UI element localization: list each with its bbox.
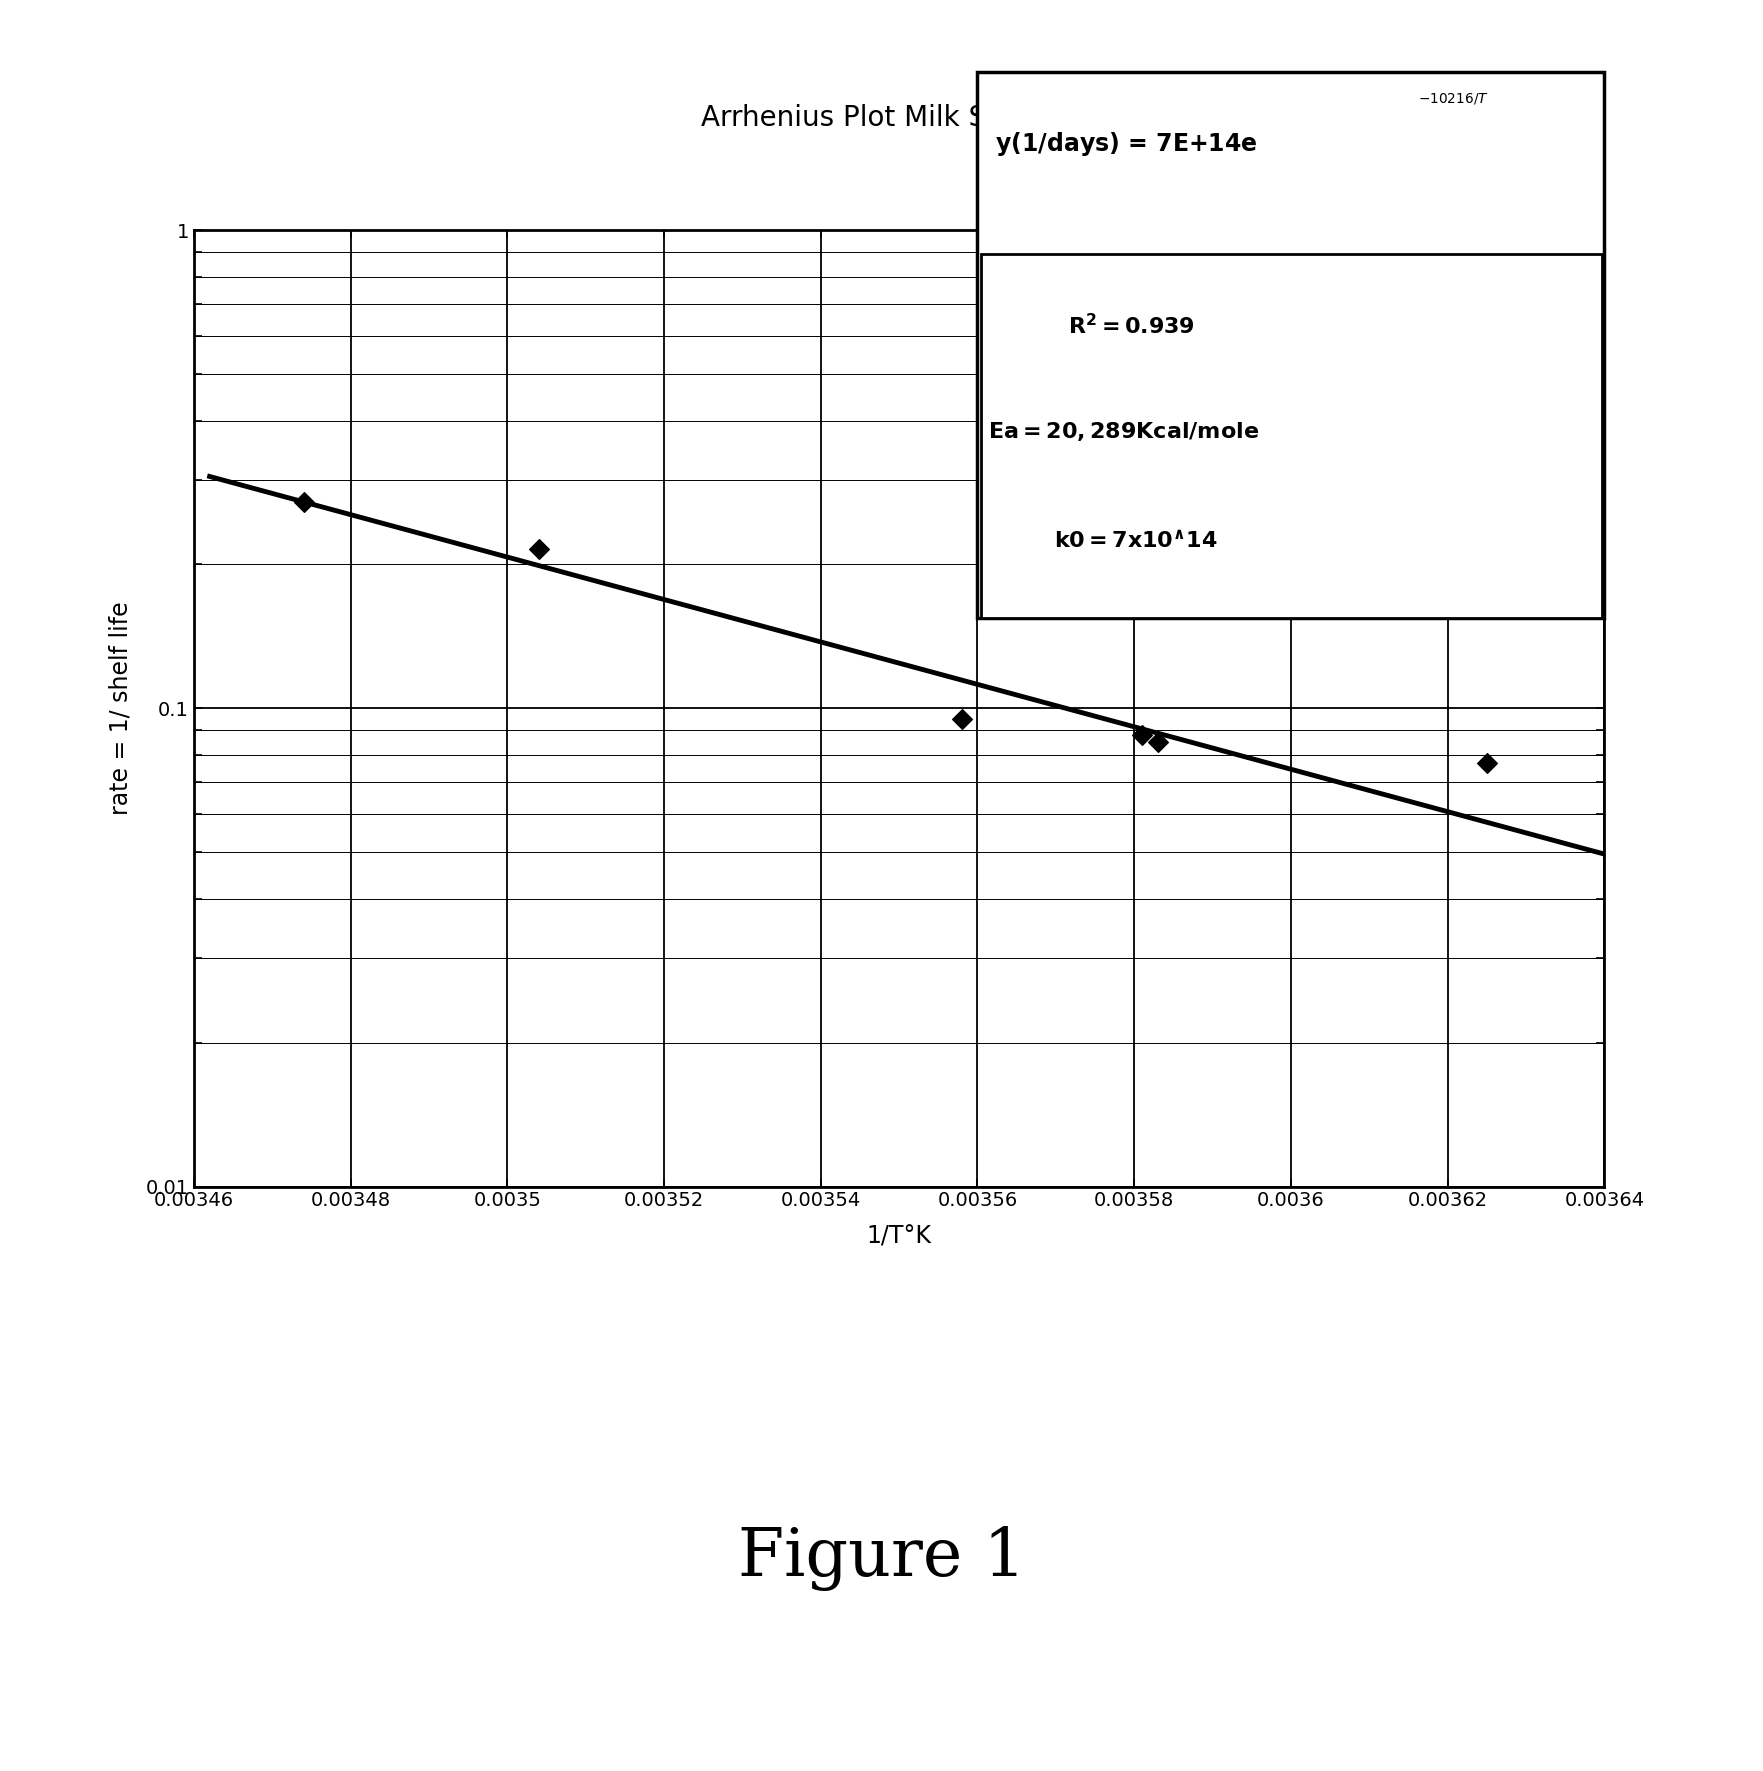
Point xyxy=(289,489,317,517)
FancyBboxPatch shape xyxy=(980,253,1601,618)
Text: $^{-10216/T}$: $^{-10216/T}$ xyxy=(1417,94,1490,113)
FancyBboxPatch shape xyxy=(977,73,1604,618)
Text: $\mathbf{R^2=0.939}$: $\mathbf{R^2=0.939}$ xyxy=(1068,313,1195,338)
Text: y(1/days) = $\mathbf{7E{+}14e}$: y(1/days) = $\mathbf{7E{+}14e}$ xyxy=(994,129,1257,158)
Title: Arrhenius Plot Milk Shelf Life: Arrhenius Plot Milk Shelf Life xyxy=(702,104,1097,133)
Point xyxy=(1128,721,1157,749)
Text: $\mathbf{k0=7x10^{\wedge}14}$: $\mathbf{k0=7x10^{\wedge}14}$ xyxy=(1054,530,1218,553)
X-axis label: 1/T°K: 1/T°K xyxy=(867,1224,931,1249)
Y-axis label: rate = 1/ shelf life: rate = 1/ shelf life xyxy=(108,602,132,815)
Point xyxy=(948,705,977,733)
Point xyxy=(1144,728,1172,756)
Point xyxy=(525,535,554,563)
Point xyxy=(1472,749,1500,777)
Text: Figure 1: Figure 1 xyxy=(737,1527,1026,1590)
Text: $\mathbf{Ea=20,289Kcal/mole}$: $\mathbf{Ea=20,289Kcal/mole}$ xyxy=(987,420,1259,443)
